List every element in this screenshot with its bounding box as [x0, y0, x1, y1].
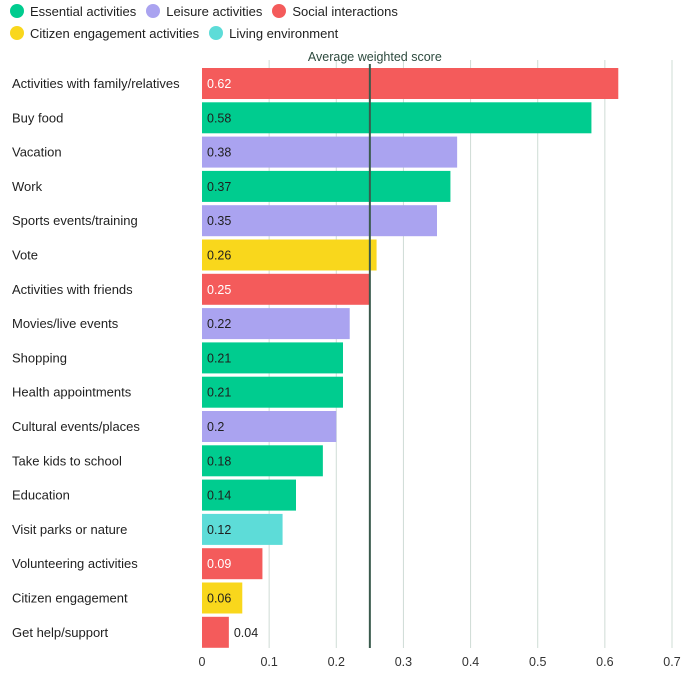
value-labels: 0.62 0.58 0.38 0.37 0.35 0.26 0.25 0.22 0.21 0.21… — [207, 77, 258, 640]
legend-row-1: Essential activities Leisure activities … — [10, 0, 680, 22]
value-label: 0.04 — [234, 626, 258, 640]
category-label: Get help/support — [12, 625, 109, 640]
value-label: 0.2 — [207, 420, 224, 434]
value-label: 0.22 — [207, 317, 231, 331]
category-label: Citizen engagement — [12, 591, 128, 606]
value-label: 0.38 — [207, 146, 231, 160]
value-label: 0.14 — [207, 489, 231, 503]
value-label: 0.26 — [207, 249, 231, 263]
bar — [202, 239, 377, 271]
bar — [202, 136, 458, 168]
value-label: 0.12 — [207, 523, 231, 537]
category-label: Buy food — [12, 110, 63, 125]
bar — [202, 616, 229, 648]
value-label: 0.06 — [207, 592, 231, 606]
legend-label-social: Social interactions — [292, 3, 398, 19]
legend-label-essential: Essential activities — [30, 3, 137, 19]
value-label: 0.21 — [207, 351, 231, 365]
x-tick-label: 0.7 — [663, 655, 680, 669]
bar — [202, 68, 619, 99]
category-label: Take kids to school — [12, 453, 122, 468]
category-label: Visit parks or nature — [12, 522, 127, 537]
x-tick-label: 0 — [199, 655, 206, 669]
legend-item-citizen: Citizen engagement activities — [10, 26, 199, 41]
bar — [202, 170, 451, 202]
bar — [202, 342, 343, 374]
bar — [202, 308, 350, 340]
value-label: 0.09 — [207, 557, 231, 571]
x-axis-ticks: 0 0.1 0.2 0.3 0.4 0.5 0.6 0.7 — [199, 655, 681, 669]
legend-item-essential: Essential activities — [10, 4, 136, 19]
value-label: 0.37 — [207, 180, 231, 194]
legend-swatch-citizen — [10, 26, 24, 40]
legend-swatch-essential — [10, 4, 24, 18]
bar — [202, 411, 337, 442]
category-label: Cultural events/places — [12, 419, 140, 434]
x-tick-label: 0.5 — [529, 655, 546, 669]
chart-legend: Essential activities Leisure activities … — [10, 0, 680, 44]
category-label: Volunteering activities — [12, 556, 138, 571]
category-label: Education — [12, 488, 70, 503]
legend-item-living: Living environment — [209, 26, 338, 41]
category-label: Vacation — [12, 145, 62, 160]
bar — [202, 548, 263, 580]
category-label: Shopping — [12, 350, 67, 365]
x-tick-label: 0.2 — [328, 655, 345, 669]
value-label: 0.18 — [207, 454, 231, 468]
legend-row-2: Citizen engagement activities Living env… — [10, 22, 680, 44]
x-tick-label: 0.6 — [596, 655, 613, 669]
bar — [202, 479, 296, 511]
bar — [202, 582, 243, 614]
x-tick-label: 0.3 — [395, 655, 412, 669]
average-reference-label: Average weighted score — [308, 50, 442, 64]
category-label: Health appointments — [12, 385, 132, 400]
bar — [202, 445, 323, 477]
category-label: Sports events/training — [12, 213, 138, 228]
legend-item-social: Social interactions — [272, 4, 398, 19]
value-label: 0.25 — [207, 283, 231, 297]
bar — [202, 376, 343, 408]
legend-label-living: Living environment — [229, 25, 339, 41]
x-tick-label: 0.4 — [462, 655, 479, 669]
legend-swatch-living — [209, 26, 224, 40]
x-tick-label: 0.1 — [260, 655, 277, 669]
bar — [202, 513, 283, 545]
legend-label-citizen: Citizen engagement activities — [30, 25, 200, 41]
category-label: Movies/live events — [12, 316, 119, 331]
value-label: 0.35 — [207, 214, 231, 228]
bar — [202, 273, 370, 305]
category-label: Activities with family/relatives — [12, 76, 180, 91]
category-labels: Activities with family/relatives Buy food… — [12, 76, 180, 640]
bar — [202, 205, 437, 237]
category-label: Work — [12, 179, 43, 194]
legend-swatch-social — [272, 4, 287, 18]
chart-bars — [202, 68, 619, 648]
category-label: Vote — [12, 248, 38, 263]
bar — [202, 102, 592, 134]
legend-label-leisure: Leisure activities — [166, 3, 263, 19]
value-label: 0.58 — [207, 111, 231, 125]
category-label: Activities with friends — [12, 282, 133, 297]
value-label: 0.21 — [207, 386, 231, 400]
legend-swatch-leisure — [146, 4, 161, 18]
value-label: 0.62 — [207, 77, 231, 91]
legend-item-leisure: Leisure activities — [146, 4, 262, 19]
